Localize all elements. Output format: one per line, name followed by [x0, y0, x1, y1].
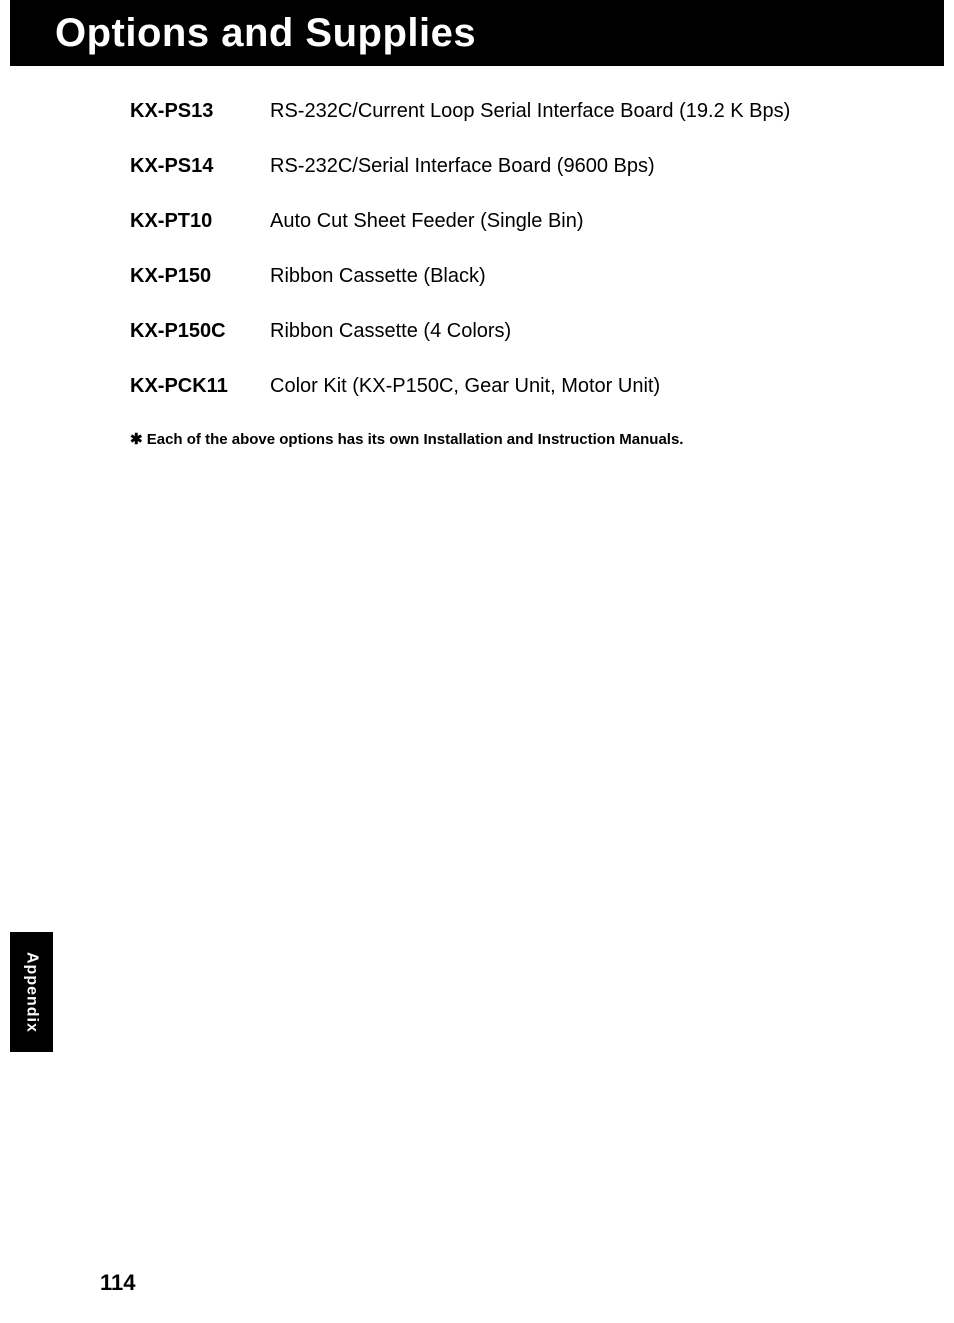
list-item: KX-P150 Ribbon Cassette (Black) [130, 265, 890, 288]
header-bar: Options and Supplies [10, 0, 944, 66]
page-title: Options and Supplies [55, 11, 476, 56]
part-number: KX-P150C [130, 320, 270, 343]
list-item: KX-PT10 Auto Cut Sheet Feeder (Single Bi… [130, 210, 890, 233]
list-item: KX-P150C Ribbon Cassette (4 Colors) [130, 320, 890, 343]
list-item: KX-PCK11 Color Kit (KX-P150C, Gear Unit,… [130, 375, 890, 398]
part-number: KX-PT10 [130, 210, 270, 233]
part-description: Ribbon Cassette (Black) [270, 265, 486, 288]
section-tab: Appendix [10, 932, 53, 1052]
part-number: KX-PS14 [130, 155, 270, 178]
part-number: KX-P150 [130, 265, 270, 288]
page-number: 114 [100, 1270, 136, 1296]
section-tab-label: Appendix [23, 952, 41, 1033]
part-number: KX-PS13 [130, 100, 270, 123]
part-number: KX-PCK11 [130, 375, 270, 398]
footnote: ✱ Each of the above options has its own … [130, 430, 890, 448]
part-description: Ribbon Cassette (4 Colors) [270, 320, 511, 343]
options-list: KX-PS13 RS-232C/Current Loop Serial Inte… [130, 100, 890, 448]
list-item: KX-PS13 RS-232C/Current Loop Serial Inte… [130, 100, 890, 123]
part-description: RS-232C/Serial Interface Board (9600 Bps… [270, 155, 655, 178]
part-description: Auto Cut Sheet Feeder (Single Bin) [270, 210, 584, 233]
part-description: Color Kit (KX-P150C, Gear Unit, Motor Un… [270, 375, 660, 398]
list-item: KX-PS14 RS-232C/Serial Interface Board (… [130, 155, 890, 178]
part-description: RS-232C/Current Loop Serial Interface Bo… [270, 100, 790, 123]
